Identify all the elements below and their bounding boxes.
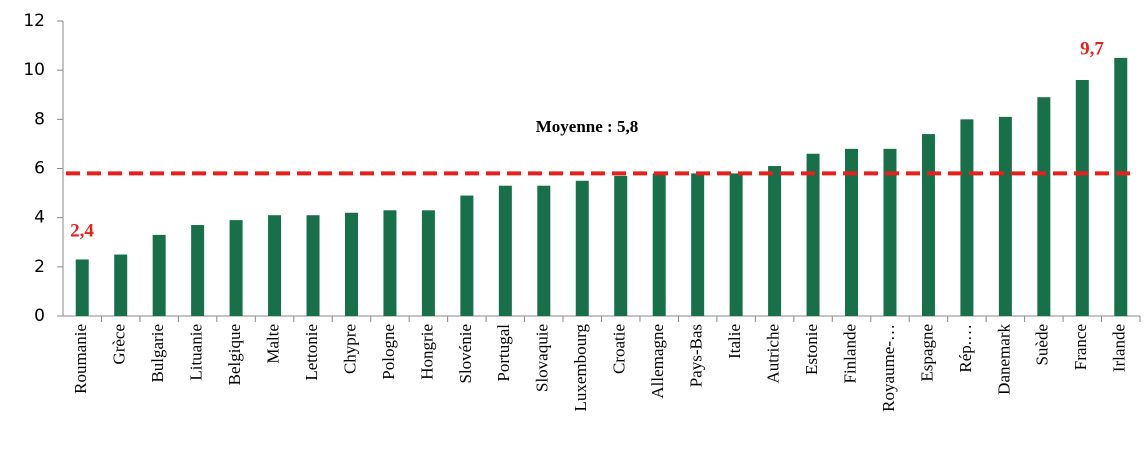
bar [729, 173, 743, 316]
bar [883, 148, 897, 316]
bar [845, 148, 859, 316]
x-tick-label: Italie [725, 324, 744, 359]
x-tick-label: Espagne [917, 324, 936, 382]
bar [806, 153, 820, 316]
bar [152, 234, 166, 316]
bar [383, 210, 397, 316]
bar [344, 212, 358, 316]
y-tick-label: 0 [34, 306, 45, 326]
bar [229, 220, 243, 316]
y-tick-label: 6 [34, 159, 45, 179]
x-tick-label: Lettonie [302, 324, 321, 381]
bar [75, 259, 89, 316]
bar [498, 185, 512, 316]
bar [1075, 80, 1089, 316]
bar [306, 215, 320, 316]
y-tick-label: 4 [34, 208, 45, 228]
x-tick-label: Roumanie [71, 324, 90, 394]
x-tick-label: Estonie [802, 324, 821, 375]
x-tick-label: Portugal [494, 324, 513, 382]
x-tick-label: Pays-Bas [687, 324, 706, 387]
bar [691, 173, 705, 316]
bar [537, 185, 551, 316]
reference-label: Moyenne : 5,8 [536, 117, 638, 136]
x-tick-label: Croatie [610, 324, 629, 374]
x-tick-label: France [1071, 324, 1090, 370]
x-tick-label: Rép.… [956, 324, 975, 373]
y-tick-label: 12 [23, 11, 45, 31]
x-tick-label: Hongrie [417, 324, 436, 380]
bar [268, 215, 282, 316]
x-tick-label: Grèce [110, 324, 129, 365]
y-tick-label: 10 [23, 60, 45, 80]
y-tick-label: 8 [34, 109, 45, 129]
bar [921, 134, 935, 316]
bar [421, 210, 435, 316]
bar [191, 225, 205, 316]
bar [1114, 57, 1128, 316]
bar [114, 254, 128, 316]
bar [960, 119, 974, 316]
bar [768, 166, 782, 316]
x-tick-label: Luxembourg [571, 324, 590, 412]
annotation: 2,4 [70, 220, 94, 241]
x-tick-label: Finlande [840, 324, 859, 384]
bar [998, 116, 1012, 316]
x-tick-label: Malte [263, 324, 282, 364]
x-tick-label: Chypre [340, 324, 359, 374]
x-tick-label: Bulgarie [148, 324, 167, 383]
x-tick-label: Danemark [994, 324, 1013, 395]
x-tick-label: Pologne [379, 324, 398, 380]
bar [652, 173, 666, 316]
bar [614, 175, 628, 316]
annotation: 9,7 [1080, 38, 1104, 59]
x-tick-label: Belgique [225, 324, 244, 385]
x-tick-label: Allemagne [648, 324, 667, 399]
x-tick-label: Lituanie [187, 324, 206, 381]
bar [460, 195, 474, 316]
x-tick-label: Autriche [763, 324, 782, 383]
x-tick-label: Irlande [1110, 324, 1129, 372]
x-tick-label: Slovaquie [533, 324, 552, 392]
x-tick-label: Suède [1033, 324, 1052, 366]
bar [575, 180, 589, 316]
y-tick-label: 2 [34, 257, 45, 277]
x-tick-label: Royaume-… [879, 324, 898, 412]
bar [1037, 97, 1051, 316]
x-tick-label: Slovénie [456, 324, 475, 384]
